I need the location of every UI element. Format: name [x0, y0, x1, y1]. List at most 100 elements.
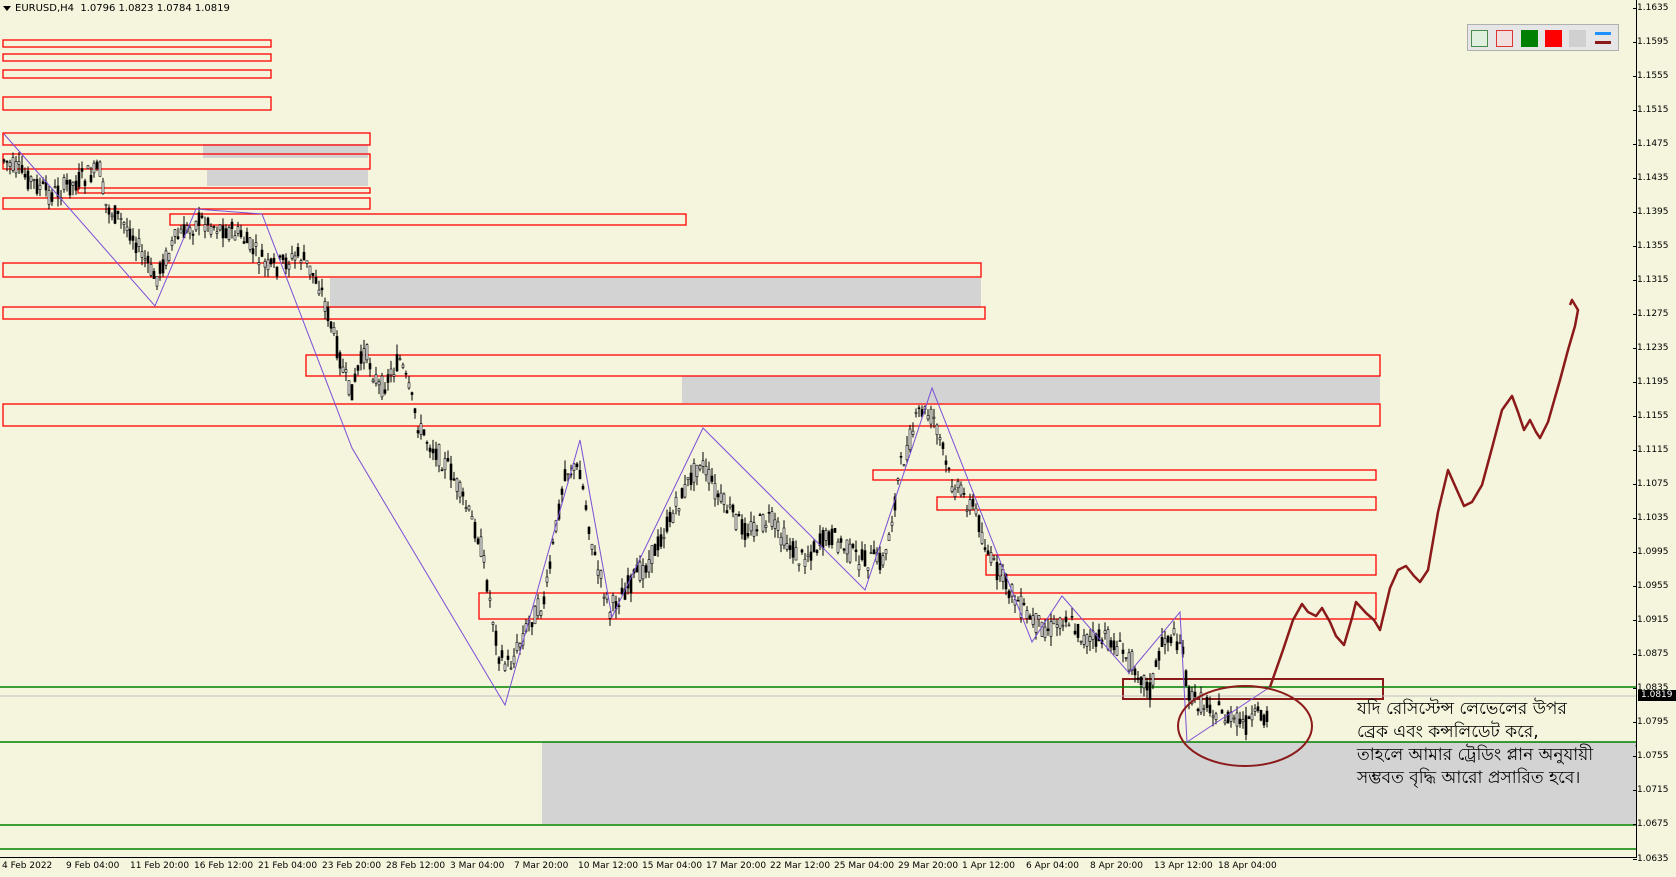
price-tick-label: 1.1275 — [1633, 309, 1669, 320]
time-tick-label: 25 Mar 04:00 — [834, 861, 895, 871]
time-axis[interactable]: 4 Feb 2022 9 Feb 04:00 11 Feb 20:00 16 Feb … — [0, 858, 1636, 877]
candle-body — [920, 409, 924, 417]
candle-body — [1034, 613, 1038, 633]
candle-body — [1262, 714, 1266, 726]
candle-body — [1139, 676, 1143, 685]
candle-body — [23, 173, 27, 178]
candle-body — [698, 465, 702, 470]
template-light-icon[interactable] — [1471, 30, 1488, 47]
candle-body — [203, 224, 207, 232]
time-tick-label: 10 Mar 12:00 — [578, 861, 639, 871]
candle-body — [1103, 630, 1107, 634]
price-tick-label: 1.0915 — [1633, 615, 1669, 626]
candle-body — [1205, 697, 1209, 708]
candle-body — [329, 321, 333, 329]
lines-icon[interactable] — [1594, 30, 1611, 47]
candle-body — [236, 226, 240, 234]
candle-body — [836, 541, 840, 553]
candle-body — [986, 550, 990, 555]
candle-body — [347, 380, 351, 396]
resistance-zones — [2, 39, 1384, 700]
candle-body — [293, 255, 297, 261]
candle-body — [104, 203, 108, 206]
candle-body — [593, 551, 597, 555]
time-tick-label: 28 Feb 12:00 — [386, 861, 446, 871]
candle-body — [1052, 618, 1056, 625]
candle-body — [146, 255, 150, 264]
candle-body — [722, 493, 726, 505]
candle-body — [794, 547, 798, 561]
dropdown-triangle-icon[interactable] — [3, 5, 11, 11]
candle-body — [1154, 660, 1158, 667]
candle-body — [617, 605, 621, 608]
annotation-line: সম্ভবত বৃদ্ধি আরো প্রসারিত হবে। — [1357, 768, 1581, 788]
candle-body — [413, 408, 417, 414]
candle-body — [173, 229, 177, 237]
chart-canvas[interactable] — [0, 0, 1636, 857]
candle-body — [929, 408, 933, 425]
candle-body — [287, 263, 291, 270]
candle-body — [869, 552, 873, 555]
candle-body — [578, 469, 582, 480]
price-tick-label: 1.0835 — [1633, 683, 1669, 694]
candle-body — [1037, 615, 1041, 620]
candle-body — [224, 228, 228, 239]
candle-body — [164, 250, 168, 266]
candle-body — [962, 493, 966, 495]
candle-body — [341, 366, 345, 373]
time-tick-label: 1 Apr 12:00 — [962, 861, 1015, 871]
candle-body — [536, 598, 540, 617]
candle-body — [17, 161, 21, 165]
candle-body — [1112, 640, 1116, 651]
candle-body — [938, 437, 942, 441]
candle-body — [1085, 634, 1089, 647]
green-square-icon[interactable] — [1521, 30, 1538, 47]
candle-body — [134, 242, 138, 254]
candle-body — [74, 180, 78, 191]
candle-body — [80, 168, 84, 172]
candle-body — [848, 543, 852, 563]
price-axis[interactable]: 1.1635 1.1595 1.1555 1.1515 1.1475 1.1435 1.13… — [1633, 0, 1676, 864]
price-tick-label: 1.1235 — [1633, 343, 1669, 354]
candle-body — [731, 504, 735, 513]
candle-body — [95, 161, 99, 169]
candle-body — [1040, 621, 1044, 637]
candle-body — [1235, 712, 1239, 727]
candle-body — [446, 458, 450, 462]
candle-body — [899, 456, 903, 458]
time-tick-label: 21 Feb 04:00 — [258, 861, 318, 871]
blank-icon[interactable] — [1569, 30, 1586, 47]
candle-body — [416, 430, 420, 434]
time-tick-label: 11 Feb 20:00 — [130, 861, 190, 871]
candle-body — [122, 221, 126, 225]
candle-body — [395, 354, 399, 372]
red-square-icon[interactable] — [1545, 30, 1562, 47]
candle-body — [1172, 627, 1176, 635]
candle-body — [584, 505, 588, 510]
candle-body — [776, 521, 780, 531]
candle-body — [734, 514, 738, 530]
candle-body — [773, 519, 777, 529]
candle-body — [254, 242, 258, 247]
candle-body — [896, 478, 900, 481]
template-pink-icon[interactable] — [1496, 30, 1513, 47]
price-tick-label: 1.1075 — [1633, 479, 1669, 490]
candle-body — [320, 287, 324, 291]
candle-body — [350, 384, 354, 401]
time-tick-label: 9 Feb 04:00 — [66, 861, 120, 871]
candle-body — [242, 241, 246, 244]
time-tick-label: 7 Mar 20:00 — [514, 861, 569, 871]
candle-body — [1208, 704, 1212, 714]
candle-body — [371, 379, 375, 382]
candle-body — [596, 569, 600, 576]
price-tick-label: 1.1435 — [1633, 173, 1669, 184]
chart-area[interactable]: EURUSD,H4 1.0796 1.0823 1.0784 1.0819 যদ… — [0, 0, 1637, 858]
price-tick-label: 1.1595 — [1633, 37, 1669, 48]
candle-body — [566, 473, 570, 476]
candle-body — [1157, 651, 1161, 661]
candle-body — [1160, 637, 1164, 647]
candle-body — [1259, 710, 1263, 721]
candle-body — [269, 258, 273, 265]
candle-body — [1241, 719, 1245, 723]
candle-body — [266, 259, 270, 271]
